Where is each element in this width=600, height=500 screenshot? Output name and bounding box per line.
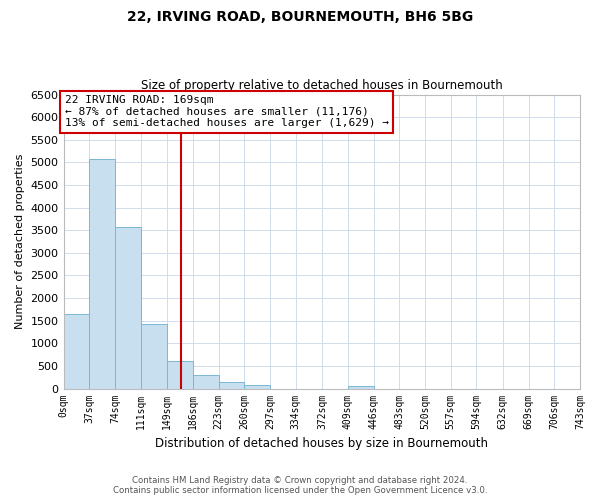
Bar (64, 314, 89, 388)
Bar (115, 226, 140, 388)
Bar (89, 159, 115, 388)
Title: Size of property relative to detached houses in Bournemouth: Size of property relative to detached ho… (141, 79, 503, 92)
Bar (348, 386, 374, 388)
X-axis label: Distribution of detached houses by size in Bournemouth: Distribution of detached houses by size … (155, 437, 488, 450)
Bar (193, 375, 218, 388)
Y-axis label: Number of detached properties: Number of detached properties (15, 154, 25, 329)
Bar (167, 360, 193, 388)
Bar (218, 382, 244, 388)
Text: 22, IRVING ROAD, BOURNEMOUTH, BH6 5BG: 22, IRVING ROAD, BOURNEMOUTH, BH6 5BG (127, 10, 473, 24)
Bar (244, 386, 270, 388)
Text: 22 IRVING ROAD: 169sqm
← 87% of detached houses are smaller (11,176)
13% of semi: 22 IRVING ROAD: 169sqm ← 87% of detached… (65, 95, 389, 128)
Text: Contains HM Land Registry data © Crown copyright and database right 2024.
Contai: Contains HM Land Registry data © Crown c… (113, 476, 487, 495)
Bar (140, 324, 167, 388)
